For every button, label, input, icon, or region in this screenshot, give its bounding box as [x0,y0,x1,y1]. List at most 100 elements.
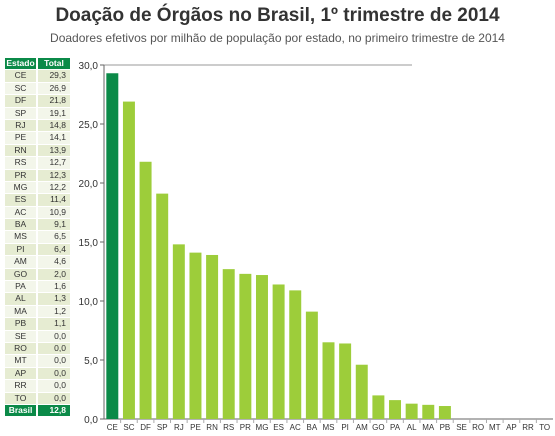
table-row: PA 1,6 [5,281,70,294]
table-cell-total: 4,6 [38,256,70,268]
y-tick-label: 15,0 [79,238,99,249]
bar [156,193,169,419]
bar [172,244,185,419]
table-row: TO 0,0 [5,392,70,405]
table-header-row: Estado Total [5,58,70,71]
y-tick-label: 0,0 [84,415,98,426]
table-cell-state: RR [5,380,36,392]
table-cell-total: 6,4 [38,243,70,256]
x-tick-label: MT [489,423,501,432]
table-row: AM 4,6 [5,256,70,269]
x-tick-label: SC [123,423,134,432]
table-row: AP 0,0 [5,367,70,381]
x-tick-label: PA [390,423,401,432]
x-tick-label: AC [290,423,301,432]
table-row: PR 12,3 [5,169,70,182]
bar [322,342,335,419]
x-tick-label: ES [273,423,284,432]
bar [189,252,202,419]
x-tick-label: PR [240,423,251,432]
table-row: MS 6,5 [5,231,70,244]
bar [239,273,252,419]
table-row: RJ 14,8 [5,119,70,133]
table-row: PI 6,4 [5,243,70,257]
bar [272,284,285,419]
table-cell-state: MG [5,181,36,194]
x-tick-label: BA [307,423,318,432]
x-tick-label: GO [372,423,384,432]
x-tick-label: CE [107,423,118,432]
table-cell-state: AC [5,206,36,219]
bar [372,395,385,419]
table-cell-total: 0,0 [38,330,70,342]
table-row: SE 0,0 [5,330,70,343]
table-cell-state: MT [5,355,36,367]
x-tick-label: DF [140,423,151,432]
table-cell-total: 6,5 [38,231,70,243]
table-cell-total: 0,0 [38,392,70,404]
table-cell-state: PR [5,169,36,181]
x-tick-label: MG [256,423,269,432]
table-cell-total: 14,1 [38,132,70,144]
chart-subtitle: Doadores efetivos por milhão de populaçã… [50,31,505,45]
table-cell-state: MS [5,231,36,243]
table-cell-state: DF [5,95,36,107]
table-cell-state: BA [5,219,36,231]
y-tick-label: 30,0 [79,61,99,72]
table-row: AC 10,9 [5,206,70,220]
x-tick-label: PB [440,423,451,432]
table-cell-state: CE [5,70,36,82]
table-cell-total: 10,9 [38,206,70,219]
table-cell-state: AP [5,367,36,380]
table-row: RS 12,7 [5,157,70,170]
bar [255,275,268,419]
table-cell-state: RJ [5,119,36,132]
table-cell-state: PI [5,243,36,256]
bar [355,364,368,419]
bar [139,161,152,419]
bar [289,290,302,419]
table-cell-total: 2,0 [38,268,70,281]
table-row: MG 12,2 [5,181,70,195]
table-cell-total: 1,3 [38,293,70,305]
x-tick-label: MS [323,423,335,432]
table-cell-total: 12,3 [38,169,70,181]
table-row: MT 0,0 [5,355,70,368]
table-cell-state: PB [5,318,36,330]
x-tick-label: MA [422,423,435,432]
table-cell-state: GO [5,268,36,281]
x-tick-label: RJ [174,423,184,432]
table-row: DF 21,8 [5,95,70,108]
bar [122,101,135,419]
x-tick-label: TO [539,423,550,432]
table-cell-total: 1,1 [38,318,70,330]
table-cell-total: 9,1 [38,219,70,231]
x-tick-label: SE [456,423,467,432]
table-cell-total: 0,0 [38,380,70,392]
x-tick-label: RS [223,423,234,432]
table-cell-state: SP [5,107,36,119]
table-row: BA 9,1 [5,219,70,232]
table-cell-state: AM [5,256,36,268]
table-cell-state: PA [5,281,36,293]
table-row: SC 26,9 [5,82,70,96]
table-cell-total: 0,0 [38,367,70,380]
table-total-row: Brasil 12,8 [5,404,70,418]
table-cell-total: 26,9 [38,82,70,95]
table-row: RR 0,0 [5,380,70,393]
x-tick-label: PE [190,423,201,432]
table-cell-total: 1,2 [38,305,70,318]
x-tick-label: PI [341,423,349,432]
table-row: ES 11,4 [5,194,70,207]
table-cell-total: 12,2 [38,181,70,194]
bar [206,254,219,419]
y-tick-label: 5,0 [84,356,98,367]
bar [405,403,418,419]
table-row: RO 0,0 [5,342,70,356]
table-cell-total: 19,1 [38,107,70,119]
x-tick-label: SP [157,423,168,432]
table-cell-state: MA [5,305,36,318]
table-cell-total: 0,0 [38,342,70,355]
table-cell-state: AL [5,293,36,305]
table-row: SP 19,1 [5,107,70,120]
